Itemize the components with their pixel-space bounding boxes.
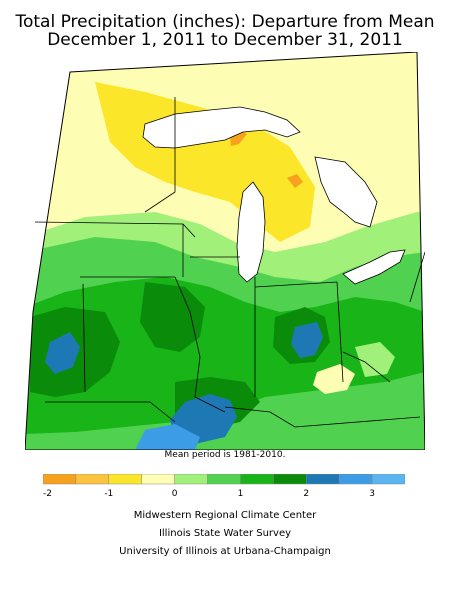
lake-erie <box>342 249 406 285</box>
legend-tick-label: 2 <box>303 489 309 499</box>
legend-swatch <box>43 474 77 485</box>
zone-dark-green-central <box>140 282 205 352</box>
mean-period-note: Mean period is 1981-2010. <box>164 450 286 460</box>
legend-swatch <box>174 474 208 485</box>
state-borders <box>34 97 425 428</box>
zone-pale-yellow-east <box>313 364 355 394</box>
legend-swatch <box>108 474 142 485</box>
zone-blue-west <box>45 332 80 374</box>
zone-orange-up <box>230 130 247 146</box>
lake-superior <box>142 106 301 149</box>
legend-swatch <box>240 474 274 485</box>
zone-orange-mich <box>287 174 303 188</box>
legend-tick-label: 3 <box>369 489 375 499</box>
precipitation-departure-map <box>25 52 425 450</box>
credit-line3: University of Illinois at Urbana-Champai… <box>119 546 331 557</box>
lake-huron <box>314 156 378 228</box>
legend-swatch <box>207 474 241 485</box>
legend-tick-label: 0 <box>172 489 178 499</box>
map-title-line1: Total Precipitation (inches): Departure … <box>15 12 435 32</box>
credit-line1: Midwestern Regional Climate Center <box>133 510 317 521</box>
region-outline <box>25 52 425 450</box>
legend-swatch <box>338 474 373 485</box>
legend-swatch <box>306 474 340 485</box>
legend-tick-label: 1 <box>238 489 244 499</box>
color-legend: -2 -1 0 1 2 3 <box>43 474 405 499</box>
credit-line2: Illinois State Water Survey <box>158 528 292 539</box>
zone-light-green-east <box>355 342 395 377</box>
legend-swatch <box>75 474 110 485</box>
legend-swatch <box>371 474 405 485</box>
zone-blue-indiana <box>291 322 323 358</box>
legend-tick-label: -1 <box>104 489 113 499</box>
zone-mid-green <box>25 277 425 434</box>
legend-tick-label: -2 <box>43 489 52 499</box>
zone-light-blue-south <box>135 424 200 450</box>
legend-swatch <box>141 474 175 485</box>
lake-michigan <box>236 181 266 283</box>
legend-swatch <box>273 474 307 485</box>
map-title-line2: December 1, 2011 to December 31, 2011 <box>47 30 403 50</box>
